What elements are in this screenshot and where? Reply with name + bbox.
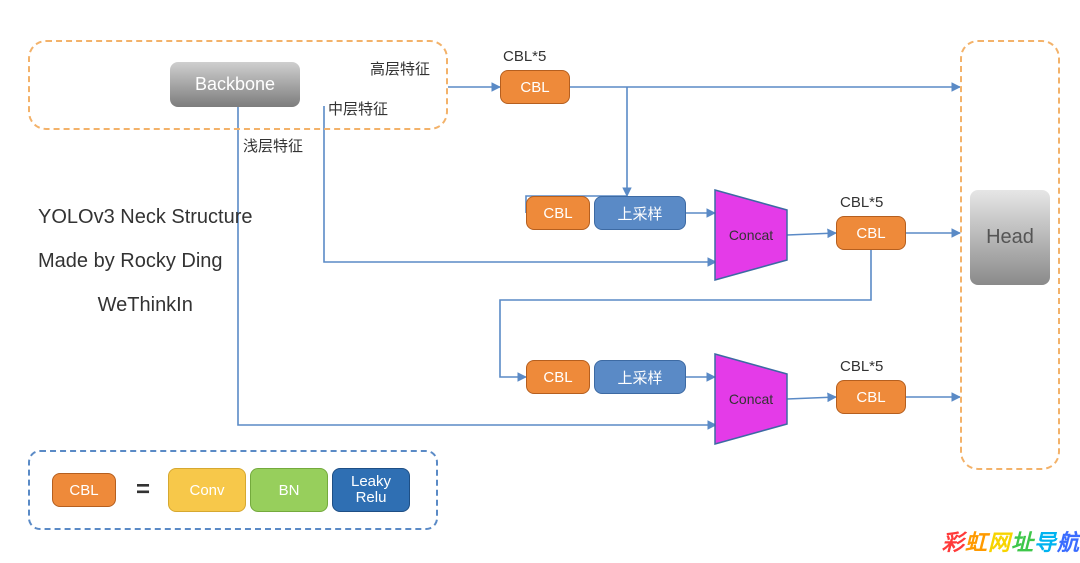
label-mid-level: 中层特征 bbox=[328, 98, 388, 119]
legend-cbl-block: CBL bbox=[52, 473, 116, 507]
cbl-label: CBL bbox=[543, 369, 572, 386]
backbone-label: Backbone bbox=[195, 74, 275, 95]
legend-cbl-label: CBL bbox=[69, 482, 98, 499]
concat-block-mid: Concat bbox=[715, 190, 787, 280]
cbl-label: CBL bbox=[856, 389, 885, 406]
caption-cbl5-mid: CBL*5 bbox=[840, 194, 883, 211]
legend-conv-label: Conv bbox=[189, 482, 224, 499]
label-high-level: 高层特征 bbox=[370, 58, 430, 79]
equals-label: = bbox=[136, 476, 150, 504]
cbl-block-bot-out: CBL bbox=[836, 380, 906, 414]
legend-bn-label: BN bbox=[279, 482, 300, 499]
upsample-block-bot: 上采样 bbox=[594, 360, 686, 394]
cbl-block-mid-out: CBL bbox=[836, 216, 906, 250]
head-block: Head bbox=[970, 190, 1050, 285]
backbone-block: Backbone bbox=[170, 62, 300, 107]
concat-label: Concat bbox=[729, 391, 773, 407]
head-label: Head bbox=[986, 226, 1034, 249]
label-shallow-level: 浅层特征 bbox=[243, 135, 303, 156]
legend-equals: = bbox=[128, 473, 158, 507]
cbl-label: CBL bbox=[856, 225, 885, 242]
upsample-label: 上采样 bbox=[617, 203, 662, 224]
title-block: YOLOv3 Neck Structure Made by Rocky Ding… bbox=[38, 195, 253, 327]
upsample-label: 上采样 bbox=[617, 367, 662, 388]
cbl-block-bot: CBL bbox=[526, 360, 590, 394]
concat-label: Concat bbox=[729, 227, 773, 243]
caption-cbl5-top: CBL*5 bbox=[503, 48, 546, 65]
legend-relu-block: Leaky Relu bbox=[332, 468, 410, 512]
upsample-block-mid: 上采样 bbox=[594, 196, 686, 230]
cbl-block-top: CBL bbox=[500, 70, 570, 104]
title-line-1: YOLOv3 Neck Structure bbox=[38, 195, 253, 239]
legend-relu-label: Leaky Relu bbox=[351, 474, 391, 507]
cbl-block-mid: CBL bbox=[526, 196, 590, 230]
caption-cbl5-bot: CBL*5 bbox=[840, 358, 883, 375]
cbl-label: CBL bbox=[520, 79, 549, 96]
title-line-2: Made by Rocky Ding bbox=[38, 239, 253, 283]
concat-block-bot: Concat bbox=[715, 354, 787, 444]
legend-conv-block: Conv bbox=[168, 468, 246, 512]
watermark: 彩虹网址导航 bbox=[942, 525, 1080, 557]
legend-bn-block: BN bbox=[250, 468, 328, 512]
title-line-3: WeThinkIn bbox=[38, 283, 253, 327]
cbl-label: CBL bbox=[543, 205, 572, 222]
